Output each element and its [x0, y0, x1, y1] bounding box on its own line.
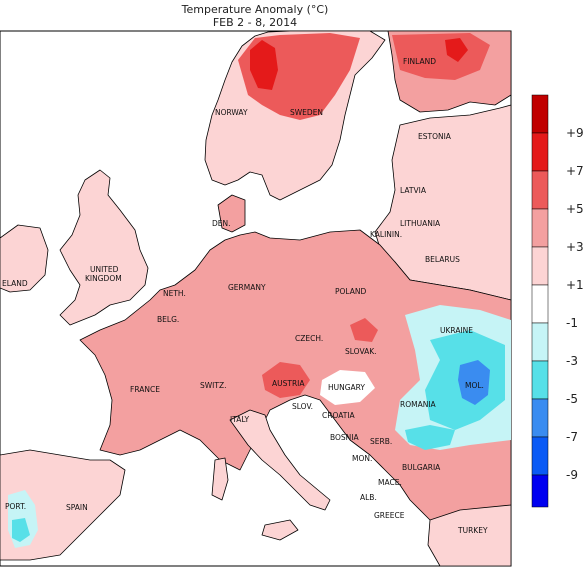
legend-swatch-minus9 — [531, 474, 549, 508]
anomaly-austria-plus5 — [262, 362, 310, 398]
label-greece: GREECE — [374, 511, 405, 520]
label-france: FRANCE — [130, 385, 160, 394]
legend-swatch-plus3 — [531, 208, 549, 248]
anomaly-norway-plus7 — [250, 40, 278, 90]
label-bosnia: BOSNIA — [330, 433, 359, 442]
anomaly-portugal-minus3 — [12, 518, 30, 542]
map-title-line2: FEB 2 - 8, 2014 — [212, 16, 298, 29]
legend-swatch-minus7 — [531, 436, 549, 476]
anomaly-finland-plus5 — [392, 33, 490, 80]
label-germany: GERMANY — [228, 283, 266, 292]
anomaly-romania-minus3 — [405, 425, 455, 450]
ireland-land — [0, 224, 49, 293]
anomaly-hungary-white — [320, 370, 375, 405]
legend-label-minus5: -5 — [566, 392, 578, 406]
legend-labels: +9 +7 +5 +3 +1 -1 -3 -5 -7 -9 — [566, 126, 584, 482]
label-netherlands: NETH. — [163, 289, 186, 298]
anomaly-slovak-plus5 — [350, 318, 378, 342]
label-macedonia: MACE. — [378, 478, 402, 487]
turkey-land — [427, 504, 512, 567]
legend-label-minus9: -9 — [566, 468, 578, 482]
label-belgium: BELG. — [157, 315, 179, 324]
legend-label-plus9: +9 — [566, 126, 584, 140]
legend-swatch-plus1 — [531, 246, 549, 286]
italy-land — [229, 409, 331, 511]
label-austria: AUSTRIA — [272, 379, 305, 388]
continental-europe-land — [79, 229, 512, 567]
label-denmark: DEN. — [212, 219, 231, 228]
legend-label-plus1: +1 — [566, 278, 584, 292]
label-moldova: MOL. — [465, 381, 484, 390]
label-ireland: ELAND — [2, 279, 28, 288]
legend-label-minus1: -1 — [566, 316, 578, 330]
legend-label-minus7: -7 — [566, 430, 578, 444]
sicily-island — [261, 519, 299, 541]
map-title: Temperature Anomaly (°C) FEB 2 - 8, 2014 — [0, 3, 510, 29]
anomaly-mol-minus5 — [458, 360, 490, 405]
label-estonia: ESTONIA — [418, 132, 452, 141]
label-lithuania: LITHUANIA — [400, 219, 441, 228]
label-slovakia: SLOVAK. — [345, 347, 377, 356]
label-norway: NORWAY — [215, 108, 248, 117]
sardinia-island — [211, 457, 229, 501]
label-czech: CZECH. — [295, 334, 323, 343]
label-serbia: SERB. — [370, 437, 392, 446]
legend-swatch-minus3 — [531, 360, 549, 400]
label-albania: ALB. — [360, 493, 377, 502]
map-title-line1: Temperature Anomaly (°C) — [181, 3, 329, 16]
label-sweden: SWEDEN — [290, 108, 323, 117]
legend-label-minus3: -3 — [566, 354, 578, 368]
label-ukraine: UKRAINE — [440, 326, 473, 335]
label-finland: FINLAND — [403, 57, 436, 66]
legend-label-plus3: +3 — [566, 240, 584, 254]
denmark-land — [217, 194, 246, 233]
label-latvia: LATVIA — [400, 186, 427, 195]
label-slovenia: SLOV. — [292, 402, 313, 411]
label-portugal: PORT. — [5, 502, 26, 511]
label-united: UNITED — [90, 265, 119, 274]
label-switzerland: SWITZ. — [200, 381, 227, 390]
legend-swatch-plus9 — [531, 94, 549, 134]
great-britain-land — [59, 169, 149, 326]
legend-swatch-plus5 — [531, 170, 549, 210]
label-romania: ROMANIA — [400, 400, 437, 409]
legend-swatch-zero — [531, 284, 549, 324]
label-turkey: TURKEY — [457, 526, 488, 535]
legend-scale — [531, 94, 549, 508]
label-kalinin: KALININ. — [370, 230, 402, 239]
anomaly-overlays — [8, 33, 511, 548]
label-belarus: BELARUS — [425, 255, 460, 264]
label-italy: ITALY — [230, 415, 250, 424]
label-bulgaria: BULGARIA — [402, 463, 441, 472]
label-kingdom: KINGDOM — [85, 274, 122, 283]
legend-swatch-minus1 — [531, 322, 549, 362]
label-hungary: HUNGARY — [328, 383, 365, 392]
country-labels: FINLAND NORWAY SWEDEN ESTONIA LATVIA LIT… — [2, 57, 488, 535]
temperature-anomaly-map: FINLAND NORWAY SWEDEN ESTONIA LATVIA LIT… — [0, 30, 584, 567]
label-croatia: CROATIA — [322, 411, 356, 420]
legend-label-plus7: +7 — [566, 164, 584, 178]
anomaly-finland-plus7 — [445, 38, 468, 62]
label-montenegro: MON. — [352, 454, 372, 463]
legend-swatch-plus7 — [531, 132, 549, 172]
label-poland: POLAND — [335, 287, 367, 296]
legend-label-plus5: +5 — [566, 202, 584, 216]
label-spain: SPAIN — [66, 503, 88, 512]
legend-swatch-minus5 — [531, 398, 549, 438]
